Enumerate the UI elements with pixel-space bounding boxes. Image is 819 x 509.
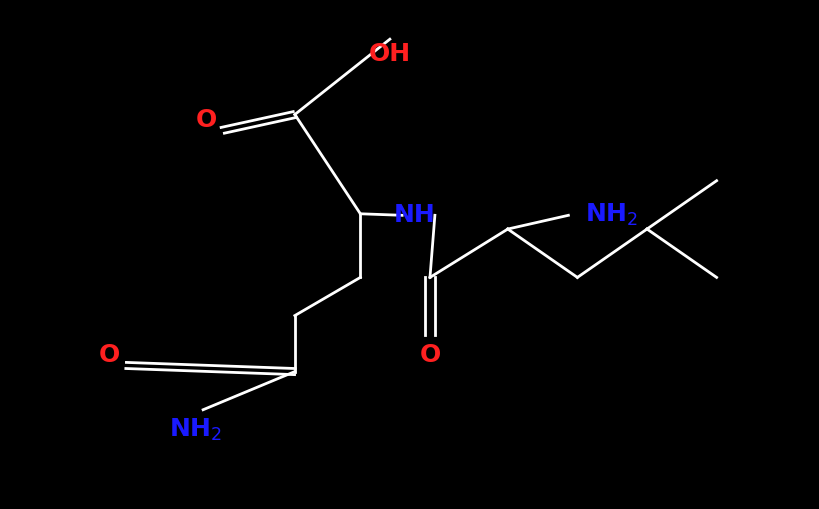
Text: NH: NH [394,203,435,228]
Text: O: O [99,343,120,367]
Text: OH: OH [369,42,411,67]
Text: NH$_2$: NH$_2$ [169,417,221,443]
Text: O: O [196,108,217,132]
Text: NH$_2$: NH$_2$ [585,202,638,229]
Text: O: O [419,343,441,367]
